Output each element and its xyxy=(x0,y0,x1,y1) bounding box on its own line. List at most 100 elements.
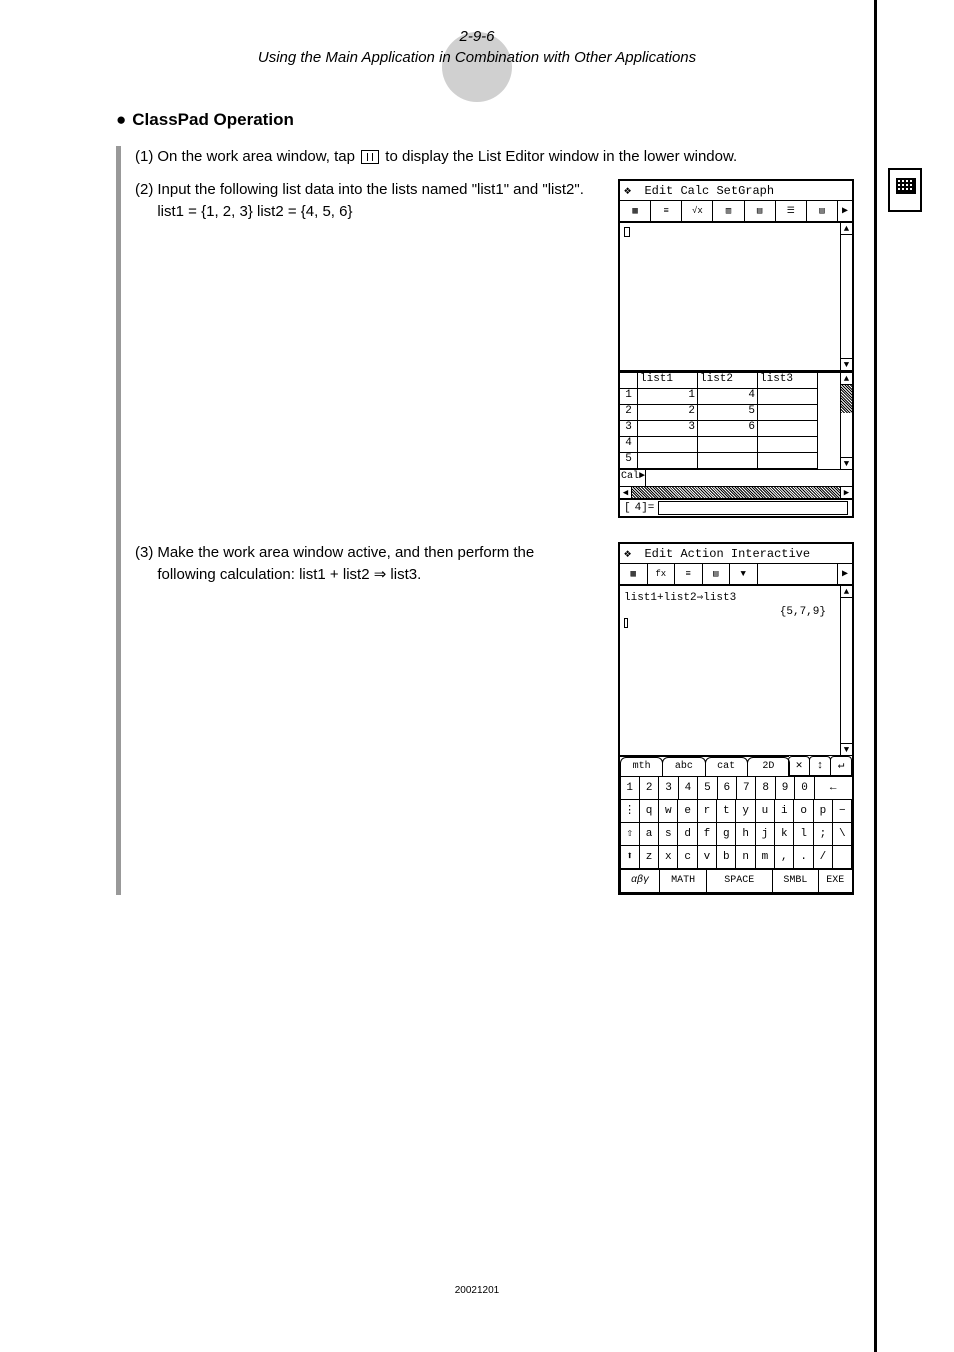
key-s[interactable]: s xyxy=(658,822,678,846)
key-f[interactable]: f xyxy=(697,822,717,846)
tb-icon-6[interactable]: ☰ xyxy=(776,201,807,221)
le-cell[interactable] xyxy=(758,437,818,453)
kbd-tab-mth[interactable]: mth xyxy=(620,757,663,776)
calc2-menu-action[interactable]: Action xyxy=(680,547,723,561)
key-c[interactable]: c xyxy=(677,845,697,869)
calc1-wa-vscroll[interactable]: ▲ ▼ xyxy=(840,223,852,370)
key-b[interactable]: b xyxy=(716,845,736,869)
tb-icon-3[interactable]: √x xyxy=(682,201,713,221)
kbd-tab-abc[interactable]: abc xyxy=(662,757,705,776)
key-smbl[interactable]: SMBL xyxy=(772,869,819,893)
key-k[interactable]: k xyxy=(774,822,794,846)
key-l[interactable]: l xyxy=(793,822,813,846)
le-cell[interactable]: 4 xyxy=(698,389,758,405)
le-hscroll[interactable]: ◀ ▶ xyxy=(620,486,852,498)
key-w[interactable]: w xyxy=(658,799,678,823)
le-cell[interactable]: 6 xyxy=(698,421,758,437)
le-head-list1[interactable]: list1 xyxy=(638,373,698,389)
scroll-left-icon[interactable]: ◀ xyxy=(620,487,632,498)
le-cell[interactable] xyxy=(638,453,698,469)
key-p[interactable]: p xyxy=(813,799,833,823)
key-exe[interactable]: EXE xyxy=(818,869,852,893)
key-e[interactable]: e xyxy=(677,799,697,823)
scroll-up-icon[interactable]: ▲ xyxy=(841,223,852,235)
key-3[interactable]: 3 xyxy=(658,776,678,800)
key-bslash[interactable]: \ xyxy=(832,822,852,846)
key-z[interactable]: z xyxy=(639,845,659,869)
le-cell[interactable] xyxy=(758,421,818,437)
key-minus[interactable]: − xyxy=(832,799,852,823)
calc1-menu-setgraph[interactable]: SetGraph xyxy=(716,184,774,198)
key-n[interactable]: n xyxy=(735,845,755,869)
le-head-list3[interactable]: list3 xyxy=(758,373,818,389)
key-9[interactable]: 9 xyxy=(775,776,795,800)
le-cal-field[interactable] xyxy=(646,470,852,486)
le-cell[interactable]: 5 xyxy=(698,405,758,421)
key-a[interactable]: a xyxy=(639,822,659,846)
tb-icon-4[interactable]: ▥ xyxy=(713,201,744,221)
key-h[interactable]: h xyxy=(735,822,755,846)
le-cell[interactable] xyxy=(698,437,758,453)
key-semi[interactable]: ; xyxy=(813,822,833,846)
le-cell[interactable] xyxy=(698,453,758,469)
key-8[interactable]: 8 xyxy=(755,776,775,800)
scroll-up-icon[interactable]: ▲ xyxy=(841,373,852,385)
tb2-icon-1[interactable]: ▦ xyxy=(620,564,648,584)
calc2-menu-edit[interactable]: Edit xyxy=(644,547,673,561)
tb2-icon-4[interactable]: ▤ xyxy=(703,564,731,584)
key-i[interactable]: i xyxy=(774,799,794,823)
scroll-down-icon[interactable]: ▼ xyxy=(841,743,852,755)
key-y[interactable]: y xyxy=(735,799,755,823)
le-head-list2[interactable]: list2 xyxy=(698,373,758,389)
key-x[interactable]: x xyxy=(658,845,678,869)
key-o[interactable]: o xyxy=(793,799,813,823)
tb2-icon-3[interactable]: ≡ xyxy=(675,564,703,584)
key-4[interactable]: 4 xyxy=(678,776,698,800)
le-cell[interactable]: 2 xyxy=(638,405,698,421)
key-7[interactable]: 7 xyxy=(736,776,756,800)
menu-icon[interactable]: ❖ xyxy=(624,184,631,198)
kbd-resize-icon[interactable]: ↕ xyxy=(809,756,831,776)
scroll-down-icon[interactable]: ▼ xyxy=(841,457,852,469)
calc2-workarea[interactable]: list1+list2⇒list3 {5,7,9} ▲ ▼ xyxy=(620,586,852,756)
calc1-menu-edit[interactable]: Edit xyxy=(644,184,673,198)
scroll-down-icon[interactable]: ▼ xyxy=(841,358,852,370)
tb2-icon-5[interactable]: ▼ xyxy=(730,564,758,584)
key-g[interactable]: g xyxy=(716,822,736,846)
key-comma[interactable]: , xyxy=(774,845,794,869)
key-r[interactable]: r xyxy=(697,799,717,823)
key-5[interactable]: 5 xyxy=(697,776,717,800)
key-6[interactable]: 6 xyxy=(717,776,737,800)
key-lead-r2[interactable]: ⋮ xyxy=(620,799,640,823)
le-cal-label[interactable]: Cal► xyxy=(620,470,646,486)
key-shift[interactable]: ⬆ xyxy=(620,845,640,869)
key-backspace[interactable]: ← xyxy=(814,776,853,800)
kbd-close-icon[interactable]: ✕ xyxy=(788,756,810,776)
kbd-tab-2d[interactable]: 2D xyxy=(747,757,790,776)
tb2-icon-2[interactable]: fx xyxy=(648,564,676,584)
key-1[interactable]: 1 xyxy=(620,776,640,800)
kbd-enter-icon[interactable]: ↵ xyxy=(830,756,852,776)
key-caps[interactable]: ⇧ xyxy=(620,822,640,846)
tb-scroll-right-icon[interactable]: ▶ xyxy=(838,201,852,221)
key-0[interactable]: 0 xyxy=(794,776,814,800)
key-space[interactable]: SPACE xyxy=(706,869,773,893)
key-dot[interactable]: . xyxy=(793,845,813,869)
scroll-right-icon[interactable]: ▶ xyxy=(840,487,852,498)
le-cell[interactable] xyxy=(638,437,698,453)
scroll-up-icon[interactable]: ▲ xyxy=(841,586,852,598)
key-alphabeta[interactable]: αβγ xyxy=(620,869,661,893)
status-field[interactable] xyxy=(658,501,848,515)
calc1-menu-calc[interactable]: Calc xyxy=(680,184,709,198)
menu-icon[interactable]: ❖ xyxy=(624,547,631,561)
le-cell[interactable]: 3 xyxy=(638,421,698,437)
le-cell[interactable]: 1 xyxy=(638,389,698,405)
calc2-menu-interactive[interactable]: Interactive xyxy=(731,547,810,561)
key-math[interactable]: MATH xyxy=(659,869,706,893)
key-v[interactable]: v xyxy=(697,845,717,869)
key-extra[interactable] xyxy=(832,845,852,869)
key-d[interactable]: d xyxy=(677,822,697,846)
key-2[interactable]: 2 xyxy=(639,776,659,800)
le-cell[interactable] xyxy=(758,405,818,421)
tb2-scroll-right-icon[interactable]: ▶ xyxy=(838,564,852,584)
